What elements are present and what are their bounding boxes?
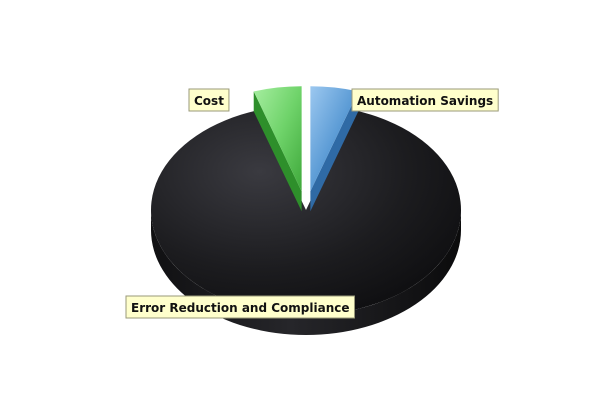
pie-slice-side2-automation-savings	[310, 91, 359, 212]
pie-slice-side-cost	[253, 91, 302, 212]
pie-slice-error-reduction	[151, 110, 462, 315]
slice-label-box-error-reduction-and-compliance	[125, 295, 355, 319]
slice-label-box-automation-savings	[351, 88, 499, 112]
slice-label-automation-savings: Automation Savings	[357, 94, 493, 108]
pie-slice-automation-savings	[310, 86, 359, 192]
slice-label-cost: Cost	[194, 94, 224, 108]
slice-label-error-reduction-and-compliance: Error Reduction and Compliance	[131, 301, 349, 315]
pie-slice-cost	[253, 86, 302, 192]
slice-label-box-cost	[188, 88, 230, 112]
